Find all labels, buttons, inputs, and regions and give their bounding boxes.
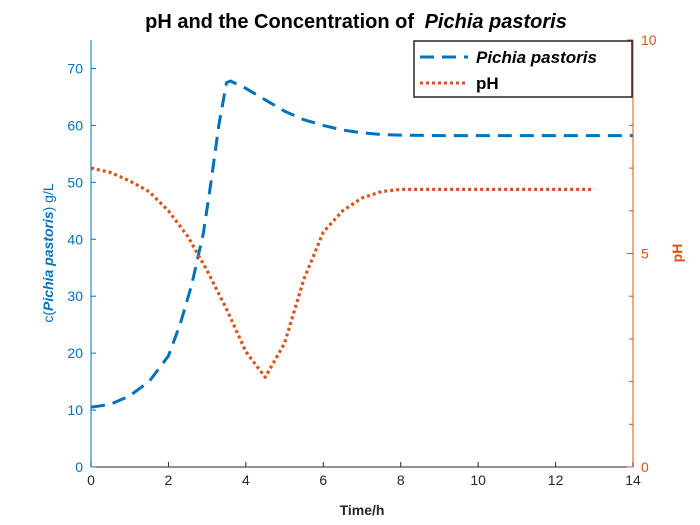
left-y-tick-label: 20 [67,345,83,361]
right-y-tick-label: 5 [641,246,649,262]
chart-title-main: pH and the Concentration of [145,11,414,33]
x-tick-label: 8 [397,472,405,488]
legend-box [413,40,633,98]
right-y-tick-label: 10 [641,32,657,48]
right-y-tick-label: 0 [641,459,649,475]
left-y-tick-label: 0 [75,459,83,475]
x-tick-label: 0 [87,472,95,488]
right-y-axis-label: pH [669,244,685,263]
x-tick-label: 2 [165,472,173,488]
series-line-ph [90,166,595,379]
left-y-tick-label: 40 [67,231,83,247]
plot-area [91,40,633,467]
left-y-label-prefix: c( [40,311,56,323]
legend-label-ph: pH [476,74,499,93]
x-ticks: 0 2 4 6 8 10 12 14 [87,462,641,488]
left-y-tick-label: 50 [67,174,83,190]
left-y-ticks: 0 10 20 30 40 50 60 70 [67,60,96,475]
left-y-tick-label: 10 [67,402,83,418]
left-y-tick-label: 60 [67,117,83,133]
left-y-label-italic: Pichia pastoris [40,211,56,311]
left-y-axis-label: c(Pichia pastoris) g/L [40,183,56,322]
x-tick-label: 4 [242,472,250,488]
series-line-pichia [90,79,633,409]
left-y-label-suffix: ) g/L [40,183,56,211]
x-tick-label: 14 [625,472,641,488]
legend-label-pichia: Pichia pastoris [476,48,597,67]
chart-title-italic: Pichia pastoris [425,11,567,33]
chart-title: pH and the Concentration of Pichia pasto… [145,11,567,33]
series-layer [90,79,633,409]
left-y-tick-label: 30 [67,288,83,304]
x-tick-label: 6 [319,472,327,488]
legend: Pichia pastoris pH [413,40,633,98]
x-tick-label: 10 [470,472,486,488]
x-axis-label: Time/h [340,502,385,518]
x-tick-label: 12 [548,472,564,488]
left-y-tick-label: 70 [67,60,83,76]
right-y-ticks: 0 5 10 [627,32,657,475]
